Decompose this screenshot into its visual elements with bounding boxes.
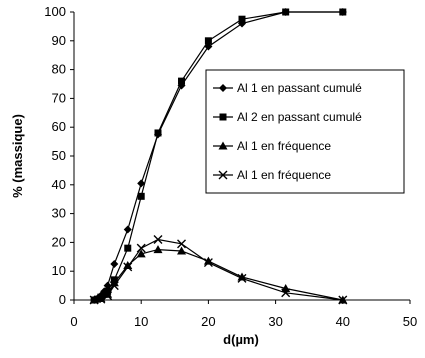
x-tick-label: 20 — [201, 314, 215, 329]
axis-ticks: 0 10 20 30 40 50 60 70 80 90 100 0 10 20 30 40 50 — [44, 4, 417, 329]
legend-items: Al 1 en passant cumulé Al 2 en passant cu… — [213, 81, 362, 182]
data-point-square — [339, 8, 347, 16]
x-tick-label: 10 — [134, 314, 148, 329]
y-tick-label: 60 — [52, 119, 66, 134]
y-tick-label: 40 — [52, 177, 66, 192]
legend-item: Al 1 en fréquence — [213, 168, 331, 182]
y-tick-label: 70 — [52, 90, 66, 105]
x-tick-label: 40 — [336, 314, 350, 329]
y-tick-label: 10 — [52, 263, 66, 278]
data-point-square — [178, 77, 186, 85]
data-point-diamond — [219, 84, 227, 92]
y-tick-label: 90 — [52, 33, 66, 48]
x-tick-label: 50 — [403, 314, 417, 329]
series-4 — [89, 235, 348, 305]
data-point-x — [96, 294, 106, 304]
y-tick-label: 0 — [59, 292, 66, 307]
data-point-triangle — [177, 246, 187, 255]
legend-label: Al 1 en fréquence — [237, 168, 331, 182]
data-point-x — [177, 239, 187, 249]
x-tick-label: 30 — [268, 314, 282, 329]
data-point-square — [154, 129, 162, 137]
data-point-square — [124, 244, 132, 252]
data-point-square — [219, 113, 227, 121]
legend-item: Al 1 en passant cumulé — [213, 81, 362, 95]
y-axis-title: % (massique) — [10, 114, 25, 198]
data-point-x — [103, 291, 113, 301]
data-point-triangle — [237, 272, 247, 281]
y-tick-label: 50 — [52, 148, 66, 163]
legend-label: Al 1 en passant cumulé — [237, 81, 362, 95]
legend-box — [205, 69, 405, 194]
data-point-x — [109, 281, 119, 291]
data-point-x — [338, 295, 348, 305]
data-point-x — [153, 235, 163, 245]
data-point-triangle — [203, 256, 213, 265]
legend-item: Al 1 en fréquence — [213, 139, 331, 153]
series-line — [94, 248, 343, 301]
legend-label: Al 1 en fréquence — [237, 139, 331, 153]
data-point-x — [203, 258, 213, 268]
legend-item: Al 2 en passant cumulé — [213, 110, 362, 124]
y-tick-label: 30 — [52, 206, 66, 221]
data-point-x — [237, 273, 247, 283]
data-point-x — [136, 243, 146, 253]
legend-label: Al 2 en passant cumulé — [237, 110, 362, 124]
x-tick-label: 0 — [70, 314, 77, 329]
data-point-square — [282, 8, 290, 16]
data-point-triangle — [218, 141, 228, 150]
x-axis-title: d(µm) — [223, 332, 259, 347]
y-tick-label: 100 — [44, 4, 66, 19]
legend: Al 1 en passant cumulé Al 2 en passant cu… — [205, 69, 405, 194]
data-point-square — [204, 37, 212, 45]
y-tick-label: 20 — [52, 234, 66, 249]
data-point-triangle — [96, 294, 106, 303]
data-point-square — [238, 15, 246, 23]
y-tick-label: 80 — [52, 62, 66, 77]
series-layer — [89, 8, 348, 305]
data-point-triangle — [153, 245, 163, 254]
data-point-triangle — [103, 289, 113, 298]
data-point-diamond — [123, 225, 132, 234]
data-point-x — [218, 170, 228, 180]
data-point-triangle — [123, 260, 133, 269]
data-point-x — [123, 262, 133, 272]
series-3 — [89, 245, 348, 304]
data-point-diamond — [110, 260, 119, 268]
data-point-x — [281, 288, 291, 298]
data-point-square — [137, 192, 145, 200]
data-point-diamond — [137, 179, 146, 188]
data-point-triangle — [136, 249, 146, 258]
